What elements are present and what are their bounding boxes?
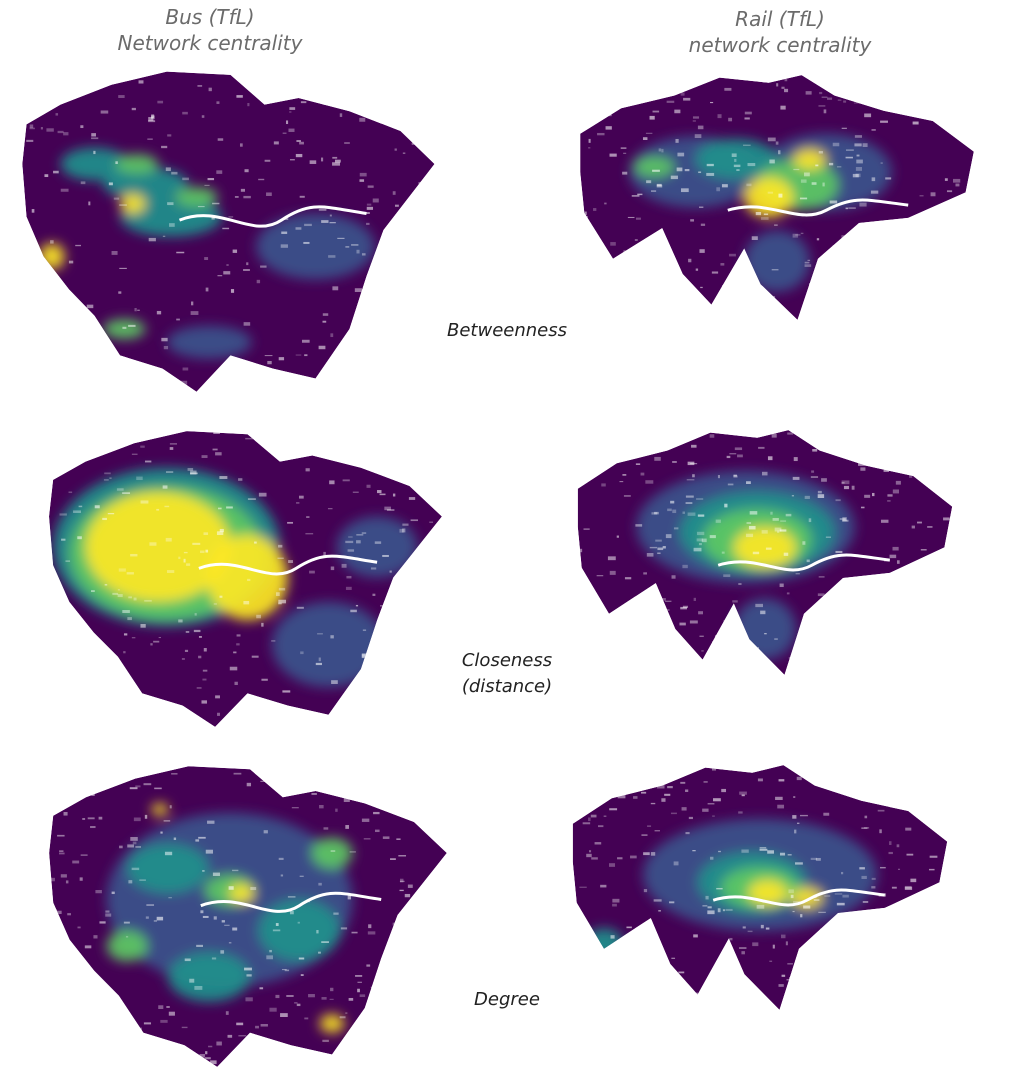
- river-thames: [717, 553, 890, 572]
- row-label-closeness: Closeness (distance): [407, 648, 607, 700]
- bus-title-line1: Bus (TfL): [165, 5, 255, 29]
- betweenness-label: Betweenness: [447, 320, 567, 341]
- centrality-hotspot: [733, 598, 797, 660]
- centrality-hotspot: [319, 1014, 345, 1033]
- centrality-hotspot: [256, 213, 375, 280]
- centrality-hotspot: [695, 138, 777, 180]
- centrality-hotspot: [127, 843, 209, 894]
- centrality-hotspot: [151, 803, 168, 816]
- centrality-hotspot: [106, 930, 148, 962]
- bus-closeness-map: [45, 425, 450, 730]
- centrality-hotspot: [120, 193, 146, 214]
- centrality-hotspot: [793, 149, 827, 170]
- network-extent: [22, 71, 435, 392]
- centrality-hotspot: [336, 516, 418, 578]
- centrality-hotspot: [168, 952, 250, 1002]
- centrality-hotspot: [175, 187, 218, 207]
- centrality-hotspot: [60, 147, 129, 181]
- closeness-label-sub: (distance): [461, 676, 553, 697]
- bus-betweenness-svg: [22, 71, 435, 392]
- centrality-hotspot: [733, 527, 797, 568]
- centrality-hotspot: [207, 534, 288, 621]
- centrality-hotspot: [103, 319, 146, 339]
- bus-title-line2: Network centrality: [117, 31, 303, 55]
- centrality-hotspot: [103, 167, 188, 201]
- river-thames: [198, 554, 378, 576]
- bus-closeness-svg: [49, 431, 442, 727]
- centrality-hotspot: [115, 154, 159, 174]
- river-thames: [712, 888, 885, 907]
- centrality-hotspot: [229, 884, 255, 903]
- bus-betweenness-map: [18, 65, 443, 395]
- rail-degree-map: [565, 760, 955, 1015]
- bus-column-title: Bus (TfL) Network centrality: [70, 4, 350, 56]
- rail-title-line2: network centrality: [688, 33, 872, 57]
- rail-degree-svg: [572, 765, 948, 1010]
- rail-betweenness-svg: [580, 75, 974, 320]
- bus-degree-map: [45, 760, 455, 1070]
- degree-label: Degree: [474, 989, 540, 1010]
- rail-closeness-svg: [577, 430, 953, 675]
- rail-closeness-map: [570, 425, 960, 680]
- river-thames: [727, 198, 909, 217]
- row-label-betweenness: Betweenness: [407, 318, 607, 344]
- river-thames: [178, 205, 367, 228]
- centrality-hotspot: [85, 492, 232, 602]
- centrality-hotspot: [584, 928, 624, 959]
- closeness-label: Closeness: [461, 650, 553, 671]
- centrality-hotspot: [633, 156, 675, 178]
- rail-betweenness-map: [572, 70, 982, 325]
- bus-degree-svg: [49, 766, 447, 1067]
- centrality-hotspot: [744, 230, 810, 292]
- row-label-degree: Degree: [407, 987, 607, 1013]
- river-thames: [200, 891, 382, 913]
- centrality-hotspot: [39, 243, 65, 270]
- rail-column-title: Rail (TfL) network centrality: [640, 6, 920, 58]
- centrality-hotspot: [271, 601, 386, 688]
- rail-title-line1: Rail (TfL): [735, 7, 825, 31]
- centrality-hotspot: [166, 325, 252, 359]
- centrality-hotspot: [258, 899, 341, 962]
- centrality-hotspot: [311, 837, 353, 869]
